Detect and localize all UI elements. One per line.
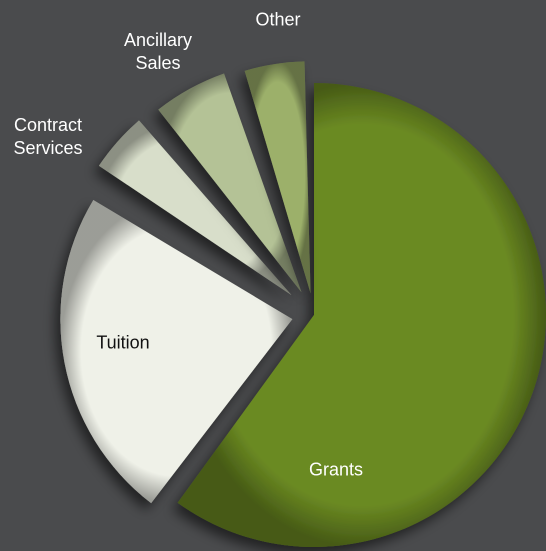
- slice-label-grants: Grants: [308, 459, 364, 480]
- slice-label-tuition: Tuition: [96, 332, 150, 353]
- slice-label-other: Other: [255, 9, 301, 30]
- pie-slice-other: [244, 61, 311, 294]
- pie-slice-contract-services: [98, 120, 292, 296]
- pie-slice-tuition: [60, 199, 293, 504]
- pie-slice-shade: [158, 73, 302, 293]
- pie-slice-shade: [98, 120, 292, 296]
- slice-label-contract-services: Contract Services: [13, 115, 83, 158]
- pie-slice-shade: [60, 199, 293, 504]
- pie-slice-shade: [177, 83, 546, 547]
- slice-label-ancillary-sales: Ancillary Sales: [123, 30, 193, 73]
- pie-slice-grants: [177, 83, 546, 547]
- pie-slice-shade: [244, 61, 311, 294]
- pie-slice-ancillary-sales: [158, 73, 302, 293]
